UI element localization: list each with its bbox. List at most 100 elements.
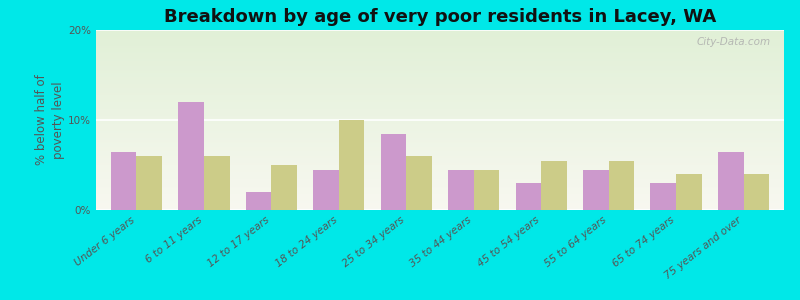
Bar: [96, 50, 784, 52]
Bar: [515, 183, 541, 210]
Bar: [650, 183, 676, 210]
Bar: [96, 151, 784, 152]
Bar: [96, 176, 784, 178]
Bar: [96, 149, 784, 151]
Bar: [96, 109, 784, 111]
Bar: [96, 46, 784, 48]
Bar: [96, 208, 784, 210]
Title: Breakdown by age of very poor residents in Lacey, WA: Breakdown by age of very poor residents …: [164, 8, 716, 26]
Bar: [96, 30, 784, 32]
Bar: [96, 147, 784, 149]
Bar: [96, 66, 784, 68]
Bar: [96, 194, 784, 196]
Bar: [96, 91, 784, 93]
Bar: [96, 93, 784, 95]
Bar: [96, 107, 784, 109]
Bar: [96, 199, 784, 201]
Bar: [96, 160, 784, 161]
Bar: [313, 169, 339, 210]
Bar: [96, 68, 784, 70]
Bar: [96, 113, 784, 115]
Bar: [718, 152, 743, 210]
Bar: [96, 174, 784, 176]
Bar: [743, 174, 769, 210]
Bar: [96, 201, 784, 203]
Bar: [96, 125, 784, 127]
Bar: [96, 98, 784, 100]
Bar: [96, 190, 784, 192]
Bar: [96, 75, 784, 77]
Bar: [96, 53, 784, 55]
Bar: [96, 55, 784, 57]
Bar: [96, 106, 784, 107]
Bar: [96, 143, 784, 145]
Bar: [96, 187, 784, 188]
Bar: [96, 61, 784, 62]
Bar: [96, 64, 784, 66]
Bar: [96, 88, 784, 89]
Bar: [96, 44, 784, 46]
Bar: [609, 160, 634, 210]
Bar: [96, 59, 784, 61]
Bar: [96, 170, 784, 172]
Bar: [96, 79, 784, 80]
Bar: [96, 118, 784, 120]
Bar: [96, 104, 784, 106]
Bar: [96, 57, 784, 59]
Bar: [96, 197, 784, 199]
Bar: [96, 52, 784, 53]
Bar: [583, 169, 609, 210]
Bar: [96, 124, 784, 125]
Bar: [96, 140, 784, 142]
Bar: [96, 48, 784, 50]
Y-axis label: % below half of
poverty level: % below half of poverty level: [35, 75, 66, 165]
Bar: [178, 102, 204, 210]
Bar: [96, 172, 784, 174]
Bar: [96, 188, 784, 190]
Bar: [96, 71, 784, 73]
Bar: [96, 192, 784, 194]
Bar: [96, 34, 784, 35]
Bar: [96, 77, 784, 79]
Bar: [96, 41, 784, 43]
Bar: [96, 35, 784, 37]
Bar: [96, 115, 784, 116]
Bar: [96, 82, 784, 84]
Bar: [96, 111, 784, 113]
Bar: [676, 174, 702, 210]
Bar: [96, 179, 784, 181]
Bar: [339, 120, 365, 210]
Bar: [96, 134, 784, 136]
Bar: [406, 156, 432, 210]
Bar: [96, 89, 784, 91]
Bar: [448, 169, 474, 210]
Bar: [96, 80, 784, 82]
Bar: [96, 86, 784, 88]
Bar: [96, 136, 784, 138]
Bar: [96, 116, 784, 118]
Bar: [96, 178, 784, 179]
Bar: [381, 134, 406, 210]
Bar: [271, 165, 297, 210]
Bar: [96, 183, 784, 185]
Bar: [96, 158, 784, 160]
Bar: [96, 138, 784, 140]
Bar: [96, 70, 784, 71]
Bar: [96, 129, 784, 131]
Bar: [96, 131, 784, 133]
Text: City-Data.com: City-Data.com: [696, 37, 770, 47]
Bar: [96, 156, 784, 158]
Bar: [96, 185, 784, 187]
Bar: [246, 192, 271, 210]
Bar: [137, 156, 162, 210]
Bar: [96, 205, 784, 206]
Bar: [96, 37, 784, 39]
Bar: [96, 102, 784, 104]
Bar: [96, 95, 784, 97]
Bar: [96, 203, 784, 205]
Bar: [96, 127, 784, 129]
Bar: [96, 181, 784, 183]
Bar: [96, 122, 784, 124]
Bar: [96, 165, 784, 167]
Bar: [96, 206, 784, 208]
